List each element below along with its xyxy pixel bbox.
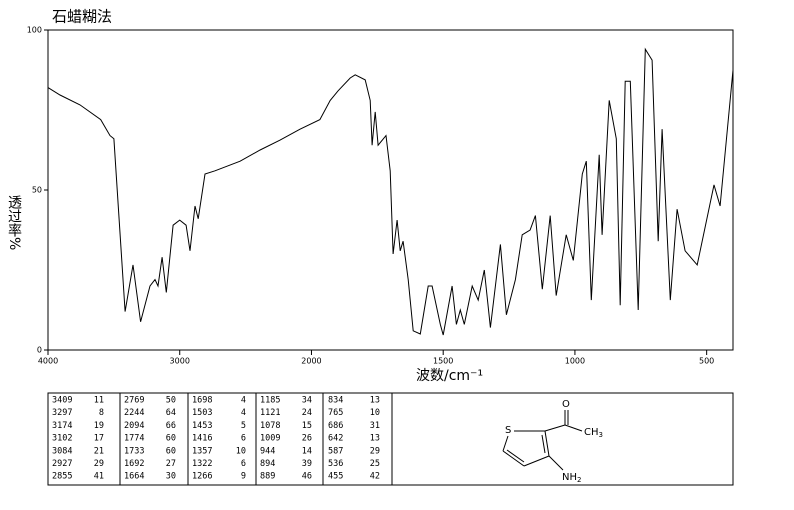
table-cell: 3409 bbox=[52, 396, 72, 406]
table-cell: 4 bbox=[241, 408, 246, 418]
table-cell: 29 bbox=[370, 446, 380, 456]
table-cell: 9 bbox=[241, 472, 246, 482]
table-cell: 13 bbox=[370, 396, 380, 406]
table-cell: 642 bbox=[328, 434, 343, 444]
table-cell: 834 bbox=[328, 396, 343, 406]
table-cell: 2927 bbox=[52, 459, 72, 469]
table-cell: 10 bbox=[370, 408, 380, 418]
table-cell: 587 bbox=[328, 446, 343, 456]
table-cell: 1121 bbox=[260, 408, 280, 418]
table-cell: 29 bbox=[94, 459, 104, 469]
table-cell: 15 bbox=[302, 421, 312, 431]
table-cell: 60 bbox=[166, 446, 176, 456]
y-axis-label: 透过率% bbox=[6, 195, 22, 250]
table-cell: 1698 bbox=[192, 396, 212, 406]
table-cell: 26 bbox=[302, 434, 312, 444]
y-tick-label: 0 bbox=[37, 346, 42, 355]
table-cell: 2094 bbox=[124, 421, 144, 431]
table-cell: 1416 bbox=[192, 434, 212, 444]
table-cell: 1453 bbox=[192, 421, 212, 431]
table-cell: 1009 bbox=[260, 434, 280, 444]
table-cell: 21 bbox=[94, 446, 104, 456]
table-cell: 455 bbox=[328, 472, 343, 482]
table-cell: 24 bbox=[302, 408, 312, 418]
table-cell: 13 bbox=[370, 434, 380, 444]
table-cell: 31 bbox=[370, 421, 380, 431]
table-cell: 3084 bbox=[52, 446, 72, 456]
chart-title: 石蜡糊法 bbox=[52, 8, 112, 26]
table-cell: 4 bbox=[241, 396, 246, 406]
table-cell: 19 bbox=[94, 421, 104, 431]
table-cell: 3174 bbox=[52, 421, 72, 431]
x-axis-label: 波数/cm⁻¹ bbox=[416, 368, 483, 384]
table-cell: 11 bbox=[94, 396, 104, 406]
table-cell: 1664 bbox=[124, 472, 144, 482]
table-cell: 6 bbox=[241, 434, 246, 444]
table-cell: 41 bbox=[94, 472, 104, 482]
atom-label: S bbox=[505, 425, 511, 436]
table-cell: 6 bbox=[241, 459, 246, 469]
table-cell: 1733 bbox=[124, 446, 144, 456]
table-cell: 1266 bbox=[192, 472, 212, 482]
table-cell: 27 bbox=[166, 459, 176, 469]
table-cell: 1357 bbox=[192, 446, 212, 456]
x-tick-label: 4000 bbox=[38, 357, 58, 366]
table-cell: 2244 bbox=[124, 408, 144, 418]
table-cell: 1078 bbox=[260, 421, 280, 431]
table-cell: 30 bbox=[166, 472, 176, 482]
table-cell: 25 bbox=[370, 459, 380, 469]
table-cell: 60 bbox=[166, 434, 176, 444]
x-tick-label: 1000 bbox=[565, 357, 585, 366]
x-tick-label: 3000 bbox=[170, 357, 190, 366]
table-cell: 2769 bbox=[124, 396, 144, 406]
table-cell: 17 bbox=[94, 434, 104, 444]
y-tick-label: 50 bbox=[32, 186, 42, 195]
x-tick-label: 1500 bbox=[433, 357, 453, 366]
table-cell: 889 bbox=[260, 472, 275, 482]
atom-label: CH3 bbox=[584, 427, 603, 439]
table-cell: 42 bbox=[370, 472, 380, 482]
atom-label: O bbox=[562, 399, 570, 410]
table-cell: 39 bbox=[302, 459, 312, 469]
table-cell: 64 bbox=[166, 408, 176, 418]
table-cell: 1774 bbox=[124, 434, 144, 444]
table-cell: 944 bbox=[260, 446, 275, 456]
table-cell: 536 bbox=[328, 459, 343, 469]
table-cell: 2855 bbox=[52, 472, 72, 482]
table-cell: 894 bbox=[260, 459, 275, 469]
table-cell: 1185 bbox=[260, 396, 280, 406]
table-cell: 46 bbox=[302, 472, 312, 482]
table-cell: 5 bbox=[241, 421, 246, 431]
table-cell: 3297 bbox=[52, 408, 72, 418]
x-tick-label: 2000 bbox=[301, 357, 321, 366]
table-cell: 1322 bbox=[192, 459, 212, 469]
table-cell: 50 bbox=[166, 396, 176, 406]
x-tick-label: 500 bbox=[699, 357, 714, 366]
structure bbox=[502, 410, 583, 471]
table-cell: 8 bbox=[99, 408, 104, 418]
table-cell: 1692 bbox=[124, 459, 144, 469]
table-cell: 66 bbox=[166, 421, 176, 431]
table-frame bbox=[47, 392, 734, 486]
table-cell: 34 bbox=[302, 396, 312, 406]
table-cell: 10 bbox=[236, 446, 246, 456]
table-cell: 14 bbox=[302, 446, 312, 456]
spectrum-line bbox=[47, 47, 734, 336]
table-cell: 765 bbox=[328, 408, 343, 418]
table-cell: 3102 bbox=[52, 434, 72, 444]
atom-label: NH2 bbox=[562, 472, 581, 484]
table-cell: 686 bbox=[328, 421, 343, 431]
table-cell: 1503 bbox=[192, 408, 212, 418]
y-tick-label: 100 bbox=[27, 26, 42, 35]
